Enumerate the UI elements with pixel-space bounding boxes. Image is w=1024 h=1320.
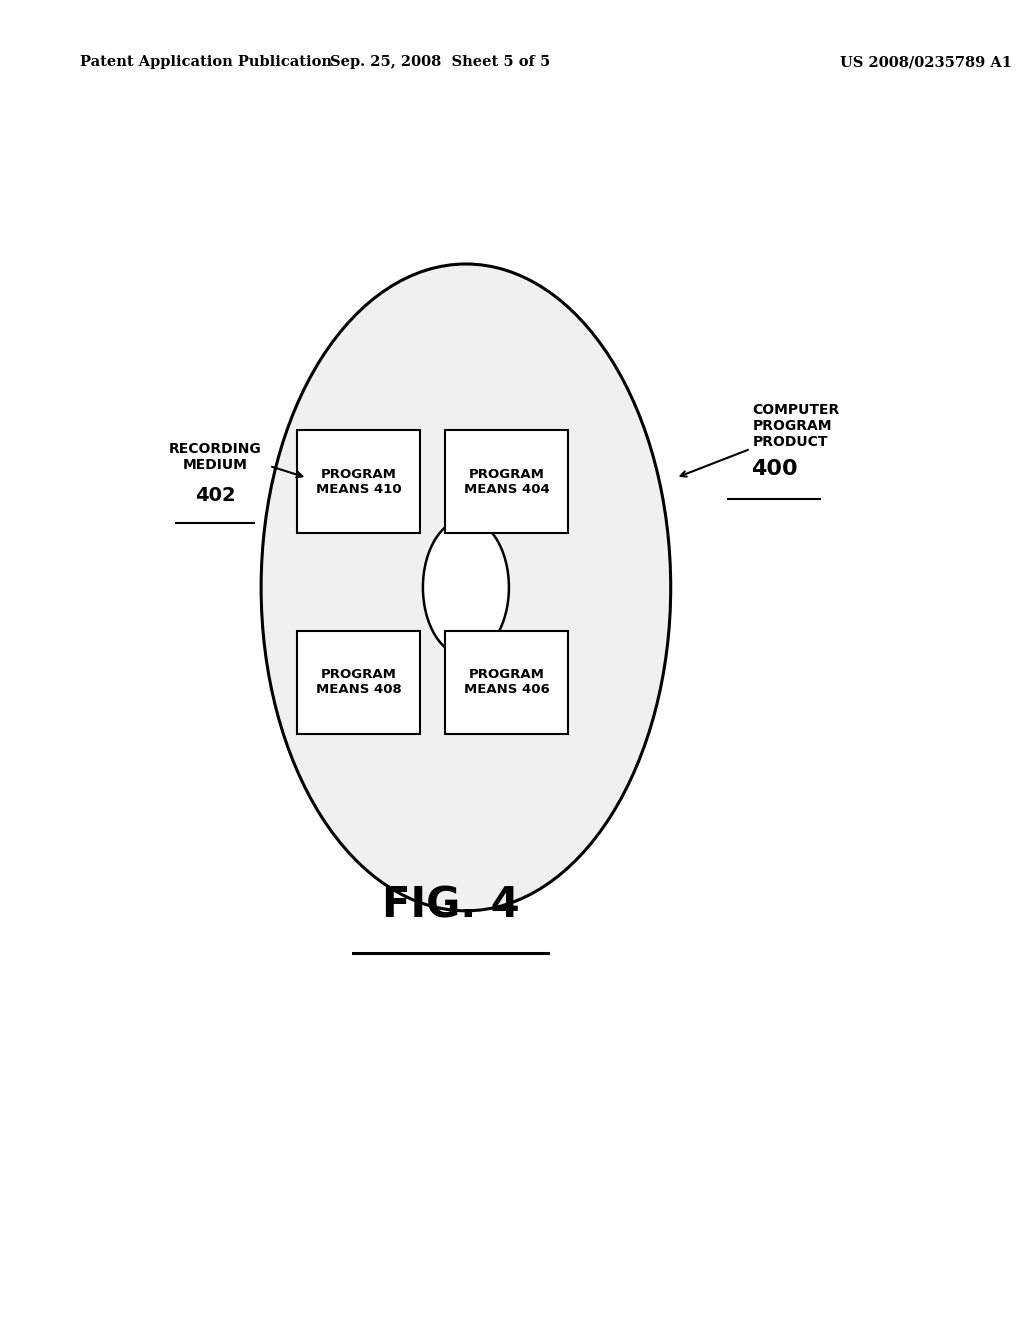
Text: Patent Application Publication: Patent Application Publication bbox=[80, 55, 332, 70]
Text: PROGRAM
MEANS 406: PROGRAM MEANS 406 bbox=[464, 668, 550, 697]
Text: COMPUTER
PROGRAM
PRODUCT: COMPUTER PROGRAM PRODUCT bbox=[753, 403, 840, 449]
Ellipse shape bbox=[423, 519, 509, 656]
Ellipse shape bbox=[261, 264, 671, 911]
Text: RECORDING
MEDIUM: RECORDING MEDIUM bbox=[169, 442, 261, 473]
Bar bbox=[297, 631, 420, 734]
Text: PROGRAM
MEANS 410: PROGRAM MEANS 410 bbox=[315, 467, 401, 496]
Bar bbox=[297, 430, 420, 533]
Text: 402: 402 bbox=[195, 486, 236, 504]
Bar bbox=[445, 430, 568, 533]
Text: US 2008/0235789 A1: US 2008/0235789 A1 bbox=[840, 55, 1012, 70]
Text: PROGRAM
MEANS 408: PROGRAM MEANS 408 bbox=[315, 668, 401, 697]
Text: FIG. 4: FIG. 4 bbox=[382, 884, 519, 927]
Text: 400: 400 bbox=[751, 459, 798, 479]
Text: Sep. 25, 2008  Sheet 5 of 5: Sep. 25, 2008 Sheet 5 of 5 bbox=[330, 55, 551, 70]
Bar bbox=[445, 631, 568, 734]
Text: PROGRAM
MEANS 404: PROGRAM MEANS 404 bbox=[464, 467, 550, 496]
